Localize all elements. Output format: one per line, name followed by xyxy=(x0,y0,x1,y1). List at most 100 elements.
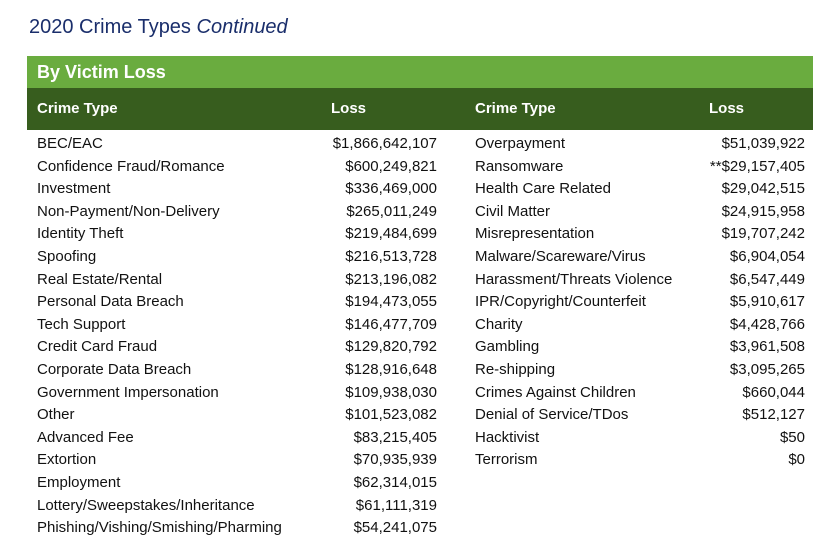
crime-type-cell: Misrepresentation xyxy=(475,225,595,243)
loss-cell: $216,513,728 xyxy=(345,247,437,265)
loss-cell: $83,215,405 xyxy=(353,428,437,446)
loss-cell: $70,935,939 xyxy=(353,451,437,469)
loss-cell: $61,111,319 xyxy=(355,496,437,514)
loss-cell: $50 xyxy=(779,428,805,446)
crime-type-cell: Terrorism xyxy=(475,451,538,469)
table-row: Overpayment $51,039,922 xyxy=(475,133,805,156)
loss-cell: **$29,157,405 xyxy=(709,157,805,175)
loss-cell: $54,241,075 xyxy=(353,519,437,537)
table-row: Other $101,523,082 xyxy=(37,404,437,427)
loss-cell: $512,127 xyxy=(742,406,805,424)
section-banner: By Victim Loss xyxy=(27,56,813,88)
table-row: Corporate Data Breach $128,916,648 xyxy=(37,359,437,382)
table-row: Credit Card Fraud $129,820,792 xyxy=(37,336,437,359)
table-row: Harassment/Threats Violence $6,547,449 xyxy=(475,269,805,292)
page-title: 2020 Crime Types Continued xyxy=(29,16,288,39)
table-row: Spoofing $216,513,728 xyxy=(37,246,437,269)
loss-cell: $24,915,958 xyxy=(721,202,805,220)
crime-type-cell: Identity Theft xyxy=(37,225,124,243)
crime-type-cell: IPR/Copyright/Counterfeit xyxy=(475,293,646,311)
table-row: Malware/Scareware/Virus $6,904,054 xyxy=(475,246,805,269)
crime-type-cell: Overpayment xyxy=(475,135,566,152)
crime-type-cell: BEC/EAC xyxy=(37,135,103,152)
loss-cell: $3,095,265 xyxy=(729,360,805,378)
crime-type-cell: Corporate Data Breach xyxy=(37,360,192,378)
table-row: Lottery/Sweepstakes/Inheritance $61,111,3… xyxy=(37,495,437,518)
table-row: Identity Theft $219,484,699 xyxy=(37,223,437,246)
loss-cell: $336,469,000 xyxy=(345,180,437,198)
crime-type-cell: Tech Support xyxy=(37,315,126,333)
loss-cell: $6,904,054 xyxy=(729,247,805,265)
table-row: Hacktivist $50 xyxy=(475,427,805,450)
crime-type-cell: Ransomware xyxy=(475,157,564,175)
loss-cell: $194,473,055 xyxy=(345,293,437,311)
loss-cell: $19,707,242 xyxy=(721,225,805,243)
table-row: Charity $4,428,766 xyxy=(475,314,805,337)
table-row: Denial of Service/TDos $512,127 xyxy=(475,404,805,427)
crime-type-cell: Confidence Fraud/Romance xyxy=(37,157,225,175)
crime-list-left: BEC/EAC $1,866,642,107 Confidence Fraud/Ro… xyxy=(37,133,437,540)
crime-list-right: Overpayment $51,039,922 Ransomware **$29,15… xyxy=(475,133,805,472)
crime-type-cell: Crimes Against Children xyxy=(475,383,636,401)
loss-cell: $129,820,792 xyxy=(345,338,437,356)
loss-cell: $213,196,082 xyxy=(345,270,437,288)
table-row: Gambling $3,961,508 xyxy=(475,336,805,359)
table-row: Tech Support $146,477,709 xyxy=(37,314,437,337)
table-row: Investment $336,469,000 xyxy=(37,178,437,201)
loss-cell: $128,916,648 xyxy=(345,360,437,378)
table-row: BEC/EAC $1,866,642,107 xyxy=(37,133,437,156)
table-row: Misrepresentation $19,707,242 xyxy=(475,223,805,246)
table-row: Crimes Against Children $660,044 xyxy=(475,382,805,405)
loss-cell: $660,044 xyxy=(742,383,805,401)
table-row: Civil Matter $24,915,958 xyxy=(475,201,805,224)
table-row: Personal Data Breach $194,473,055 xyxy=(37,291,437,314)
crime-type-cell: Non-Payment/Non-Delivery xyxy=(37,202,220,220)
crime-type-cell: Investment xyxy=(37,180,111,198)
table-row: IPR/Copyright/Counterfeit $5,910,617 xyxy=(475,291,805,314)
crime-type-cell: Charity xyxy=(475,315,523,333)
crime-type-cell: Hacktivist xyxy=(475,428,540,446)
table-row: Advanced Fee $83,215,405 xyxy=(37,427,437,450)
crime-type-cell: Spoofing xyxy=(37,247,97,265)
table-row: Government Impersonation $109,938,030 xyxy=(37,382,437,405)
loss-cell: $6,547,449 xyxy=(729,270,805,288)
table-row: Confidence Fraud/Romance $600,249,821 xyxy=(37,156,437,179)
column-header-crime-type-left: Crime Type xyxy=(37,100,118,117)
loss-cell: $29,042,515 xyxy=(721,180,805,198)
crime-type-cell: Employment xyxy=(37,473,121,491)
crime-type-cell: Gambling xyxy=(475,338,540,356)
column-header-crime-type-right: Crime Type xyxy=(475,100,556,117)
loss-cell: $3,961,508 xyxy=(729,338,805,356)
page-title-main: 2020 Crime Types xyxy=(29,16,191,38)
loss-cell: $265,011,249 xyxy=(346,202,437,220)
crime-type-cell: Re-shipping xyxy=(475,360,556,378)
page-title-suffix: Continued xyxy=(196,16,288,38)
loss-cell: $101,523,082 xyxy=(345,406,437,424)
crime-type-cell: Other xyxy=(37,406,75,424)
column-header-loss-left: Loss xyxy=(331,100,367,117)
loss-cell: $51,039,922 xyxy=(721,135,805,152)
loss-cell: $5,910,617 xyxy=(729,293,805,311)
loss-cell: $600,249,821 xyxy=(345,157,437,175)
crime-type-cell: Phishing/Vishing/Smishing/Pharming xyxy=(37,519,282,537)
loss-cell: $219,484,699 xyxy=(345,225,437,243)
table-row: Phishing/Vishing/Smishing/Pharming $54,24… xyxy=(37,517,437,540)
crime-type-cell: Credit Card Fraud xyxy=(37,338,158,356)
loss-cell: $1,866,642,107 xyxy=(332,135,437,152)
table-row: Health Care Related $29,042,515 xyxy=(475,178,805,201)
table-row: Non-Payment/Non-Delivery $265,011,249 xyxy=(37,201,437,224)
crime-type-cell: Health Care Related xyxy=(475,180,611,198)
crime-type-cell: Personal Data Breach xyxy=(37,293,184,311)
crime-type-cell: Advanced Fee xyxy=(37,428,134,446)
crime-type-cell: Lottery/Sweepstakes/Inheritance xyxy=(37,496,255,514)
table-row: Employment $62,314,015 xyxy=(37,472,437,495)
loss-cell: $109,938,030 xyxy=(345,383,437,401)
crime-type-cell: Harassment/Threats Violence xyxy=(475,270,673,288)
column-header-loss-right: Loss xyxy=(709,100,745,117)
loss-cell: $146,477,709 xyxy=(345,315,437,333)
crime-type-cell: Real Estate/Rental xyxy=(37,270,163,288)
table-row: Real Estate/Rental $213,196,082 xyxy=(37,269,437,292)
table-row: Extortion $70,935,939 xyxy=(37,449,437,472)
crime-type-cell: Malware/Scareware/Virus xyxy=(475,247,646,265)
crime-type-cell: Denial of Service/TDos xyxy=(475,406,629,424)
